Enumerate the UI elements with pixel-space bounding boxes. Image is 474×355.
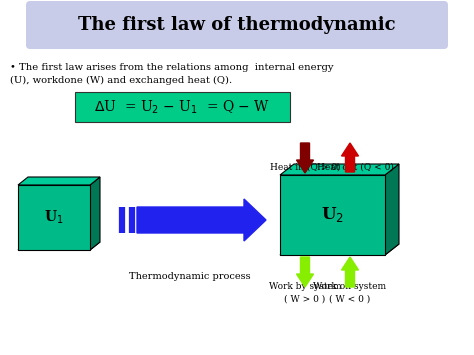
FancyBboxPatch shape (280, 175, 385, 255)
Polygon shape (18, 177, 100, 185)
Text: • The first law arises from the relations among  internal energy: • The first law arises from the relation… (10, 63, 334, 72)
Polygon shape (18, 242, 100, 250)
Text: U$_2$: U$_2$ (321, 206, 344, 224)
Text: The first law of thermodynamic: The first law of thermodynamic (78, 16, 396, 34)
FancyArrow shape (137, 199, 266, 241)
Text: Thermodynamic process: Thermodynamic process (129, 272, 251, 281)
Text: (U), workdone (W) and exchanged heat (Q).: (U), workdone (W) and exchanged heat (Q)… (10, 76, 232, 85)
FancyArrow shape (341, 143, 358, 172)
Text: Work on system
( W < 0 ): Work on system ( W < 0 ) (313, 282, 387, 304)
Text: Heat in (Q > 0): Heat in (Q > 0) (270, 163, 340, 172)
Text: Heat out (Q < 0): Heat out (Q < 0) (317, 163, 393, 172)
Polygon shape (280, 164, 399, 175)
FancyBboxPatch shape (75, 92, 290, 122)
Text: Work by system
( W > 0 ): Work by system ( W > 0 ) (269, 282, 341, 304)
Polygon shape (280, 244, 399, 255)
Polygon shape (385, 164, 399, 255)
FancyArrow shape (297, 143, 313, 173)
FancyArrow shape (341, 257, 358, 287)
FancyBboxPatch shape (18, 185, 90, 250)
Text: $\Delta$U  = U$_2$ $-$ U$_1$  = Q $-$ W: $\Delta$U = U$_2$ $-$ U$_1$ = Q $-$ W (94, 98, 271, 116)
FancyArrow shape (297, 257, 313, 287)
Text: U$_1$: U$_1$ (44, 209, 64, 226)
FancyBboxPatch shape (26, 1, 448, 49)
Polygon shape (90, 177, 100, 250)
